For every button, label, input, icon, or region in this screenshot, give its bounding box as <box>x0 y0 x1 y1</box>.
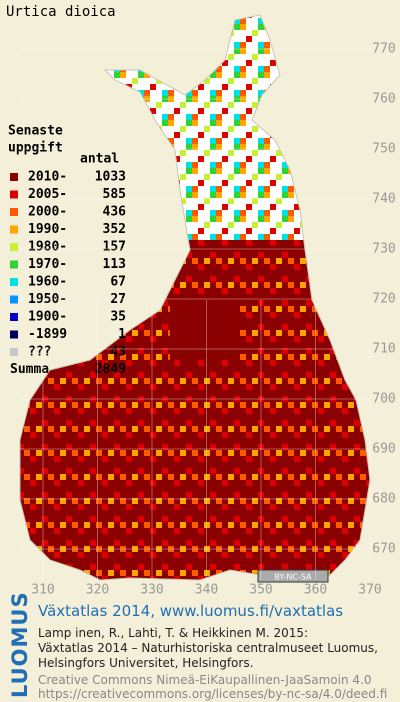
legend-label: -1899 <box>28 327 67 342</box>
y-label: 690 <box>372 442 395 457</box>
map: BY-NC-SA Urtica dioica Senaste uppgift anta… <box>6 4 396 597</box>
y-label: 710 <box>372 342 395 357</box>
x-label: 350 <box>249 583 272 597</box>
y-label: 770 <box>372 42 395 57</box>
y-label: 700 <box>372 392 395 407</box>
legend-swatch <box>10 330 18 339</box>
legend-swatch <box>10 348 18 356</box>
headline: Växtatlas 2014, www.luomus.fi/vaxtatlas <box>38 602 344 620</box>
legend-label: 1900- <box>28 310 67 325</box>
citation: Helsingfors Universitet, Helsingfors. <box>38 656 254 670</box>
legend-count-header: antal <box>80 152 119 167</box>
legend-swatch <box>10 260 18 269</box>
y-label: 670 <box>372 542 395 557</box>
legend-total-label: Summa <box>10 362 49 377</box>
legend-swatch <box>10 208 18 216</box>
y-label: 740 <box>372 192 395 207</box>
legend-label: ??? <box>28 345 51 360</box>
legend-label: 2000- <box>28 205 67 220</box>
license-badge-text: BY-NC-SA <box>274 573 312 582</box>
license: https://creativecommons.org/licenses/by-… <box>38 687 388 701</box>
legend-count: 352 <box>103 222 126 237</box>
legend-heading: uppgift <box>8 141 63 156</box>
x-label: 370 <box>358 583 381 597</box>
legend-count: 67 <box>110 275 126 290</box>
legend-label: 2010- <box>28 170 67 185</box>
legend-label: 1960- <box>28 275 67 290</box>
legend-label: 1980- <box>28 240 67 255</box>
logo: LUOMUS <box>8 591 32 698</box>
x-label: 330 <box>140 583 163 597</box>
legend-label: 1990- <box>28 222 67 237</box>
y-label: 730 <box>372 242 395 257</box>
legend-heading: Senaste <box>8 124 63 139</box>
legend-count: 43 <box>110 345 126 360</box>
y-label: 720 <box>372 292 395 307</box>
legend-count: 27 <box>110 292 126 307</box>
legend-swatch <box>10 313 18 321</box>
south-squares <box>170 300 240 360</box>
legend-count: 1033 <box>95 170 126 185</box>
legend-total-count: 2849 <box>95 362 126 377</box>
x-label: 310 <box>31 583 54 597</box>
legend-swatch <box>10 278 18 286</box>
legend-count: 1 <box>118 327 126 342</box>
x-label: 340 <box>195 583 218 597</box>
legend-label: 1950- <box>28 292 67 307</box>
x-label: 360 <box>304 583 327 597</box>
title: Urtica dioica <box>6 4 116 20</box>
y-label: 680 <box>372 492 395 507</box>
legend-label: 2005- <box>28 187 67 202</box>
legend-swatch <box>10 173 18 181</box>
citation: Växtatlas 2014 – Naturhistoriska central… <box>38 641 378 655</box>
legend-count: 113 <box>103 257 126 272</box>
legend-count: 436 <box>103 205 127 220</box>
license-badge <box>257 569 329 583</box>
y-label: 750 <box>372 142 395 157</box>
legend-swatch <box>10 190 18 199</box>
legend-swatch <box>10 243 18 251</box>
legend-count: 35 <box>110 310 126 325</box>
y-label: 760 <box>372 92 395 107</box>
legend-swatch <box>10 295 18 304</box>
legend-count: 585 <box>103 187 126 202</box>
legend-count: 157 <box>103 240 126 255</box>
outline <box>19 14 371 581</box>
legend-swatch <box>10 225 18 234</box>
legend-label: 1970- <box>28 257 67 272</box>
footer: LUOMUS Växtatlas 2014, www.luomus.fi/vax… <box>0 591 400 702</box>
citation: Lamp inen, R., Lahti, T. & Heikkinen M. … <box>38 626 309 640</box>
x-label: 320 <box>86 583 109 597</box>
license: Creative Commons Nimeä-EiKaupallinen-Jaa… <box>38 673 372 687</box>
